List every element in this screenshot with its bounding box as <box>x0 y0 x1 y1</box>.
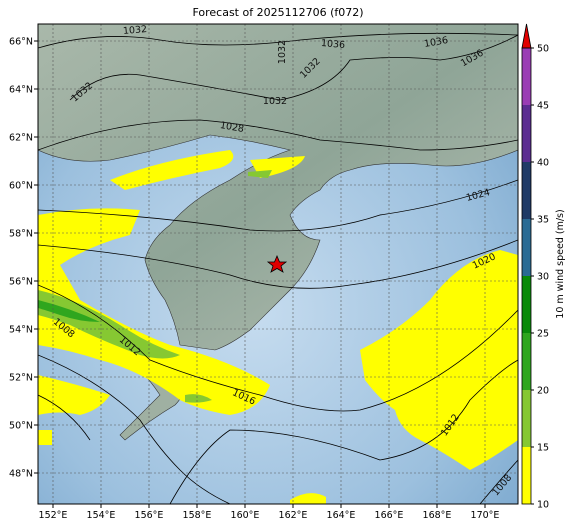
x-tick-label: 160°E <box>231 510 260 521</box>
axis-ticks: 152°E 154°E 156°E 158°E 160°E 162°E 164°E 166°E… <box>9 37 499 522</box>
y-tick-label: 64°N <box>9 85 33 96</box>
y-tick-label: 54°N <box>9 325 33 336</box>
x-tick-label: 162°E <box>279 510 308 521</box>
map-title: Forecast of 2025112706 (f072) <box>192 6 363 19</box>
x-tick-label: 158°E <box>183 510 212 521</box>
colorbar-tick-label: 30 <box>537 272 549 283</box>
contour-label: 1036 <box>320 38 345 51</box>
colorbar-label: 10 m wind speed (m/s) <box>555 209 566 318</box>
colorbar-tick-label: 40 <box>537 158 549 169</box>
contour-label: 1032 <box>123 24 148 37</box>
wind-shading-stronger <box>38 300 100 322</box>
colorbar-bin <box>522 105 531 162</box>
isobars <box>38 32 518 504</box>
y-tick-label: 58°N <box>9 229 33 240</box>
x-tick-label: 170°E <box>471 510 500 521</box>
x-tick-label: 164°E <box>327 510 356 521</box>
x-tick-label: 166°E <box>375 510 404 521</box>
colorbar-bin <box>522 219 531 276</box>
x-tick-label: 156°E <box>135 510 164 521</box>
y-tick-label: 62°N <box>9 133 33 144</box>
x-tick-label: 168°E <box>423 510 452 521</box>
y-tick-label: 52°N <box>9 373 33 384</box>
y-tick-label: 48°N <box>9 469 33 480</box>
contour-label: 1028 <box>219 120 245 135</box>
x-tick-label: 154°E <box>87 510 116 521</box>
colorbar-tick-label: 45 <box>537 101 549 112</box>
colorbar-tick-label: 50 <box>537 44 549 55</box>
map-area <box>38 24 518 504</box>
graticule <box>38 24 518 504</box>
colorbar-bin <box>522 390 531 447</box>
x-tick-label: 152°E <box>39 510 68 521</box>
land <box>38 24 518 351</box>
colorbar-bin <box>522 276 531 333</box>
contour-label: 1036 <box>423 35 449 50</box>
contour-label: 1032 <box>277 40 288 64</box>
colorbar-bin <box>522 162 531 219</box>
colorbar-bin <box>522 447 531 504</box>
colorbar-tick-label: 35 <box>537 215 549 226</box>
y-tick-label: 50°N <box>9 421 33 432</box>
location-star <box>266 254 288 273</box>
colorbar-tick-label: 25 <box>537 329 549 340</box>
colorbar-bin <box>522 333 531 390</box>
map-frame <box>37 23 519 505</box>
y-tick-label: 60°N <box>9 181 33 192</box>
y-tick-label: 56°N <box>9 277 33 288</box>
colorbar-bin <box>522 48 531 105</box>
colorbar-extend <box>521 23 532 49</box>
colorbar-tick-label: 15 <box>537 443 549 454</box>
colorbar-tick-label: 10 <box>537 500 549 511</box>
y-tick-label: 66°N <box>9 37 33 48</box>
contour-label: 1032 <box>263 96 287 107</box>
colorbar-tick-label: 20 <box>537 386 549 397</box>
colorbar: 10 15 20 25 30 35 40 45 50 10 m wind speed (m/s) <box>521 23 566 511</box>
